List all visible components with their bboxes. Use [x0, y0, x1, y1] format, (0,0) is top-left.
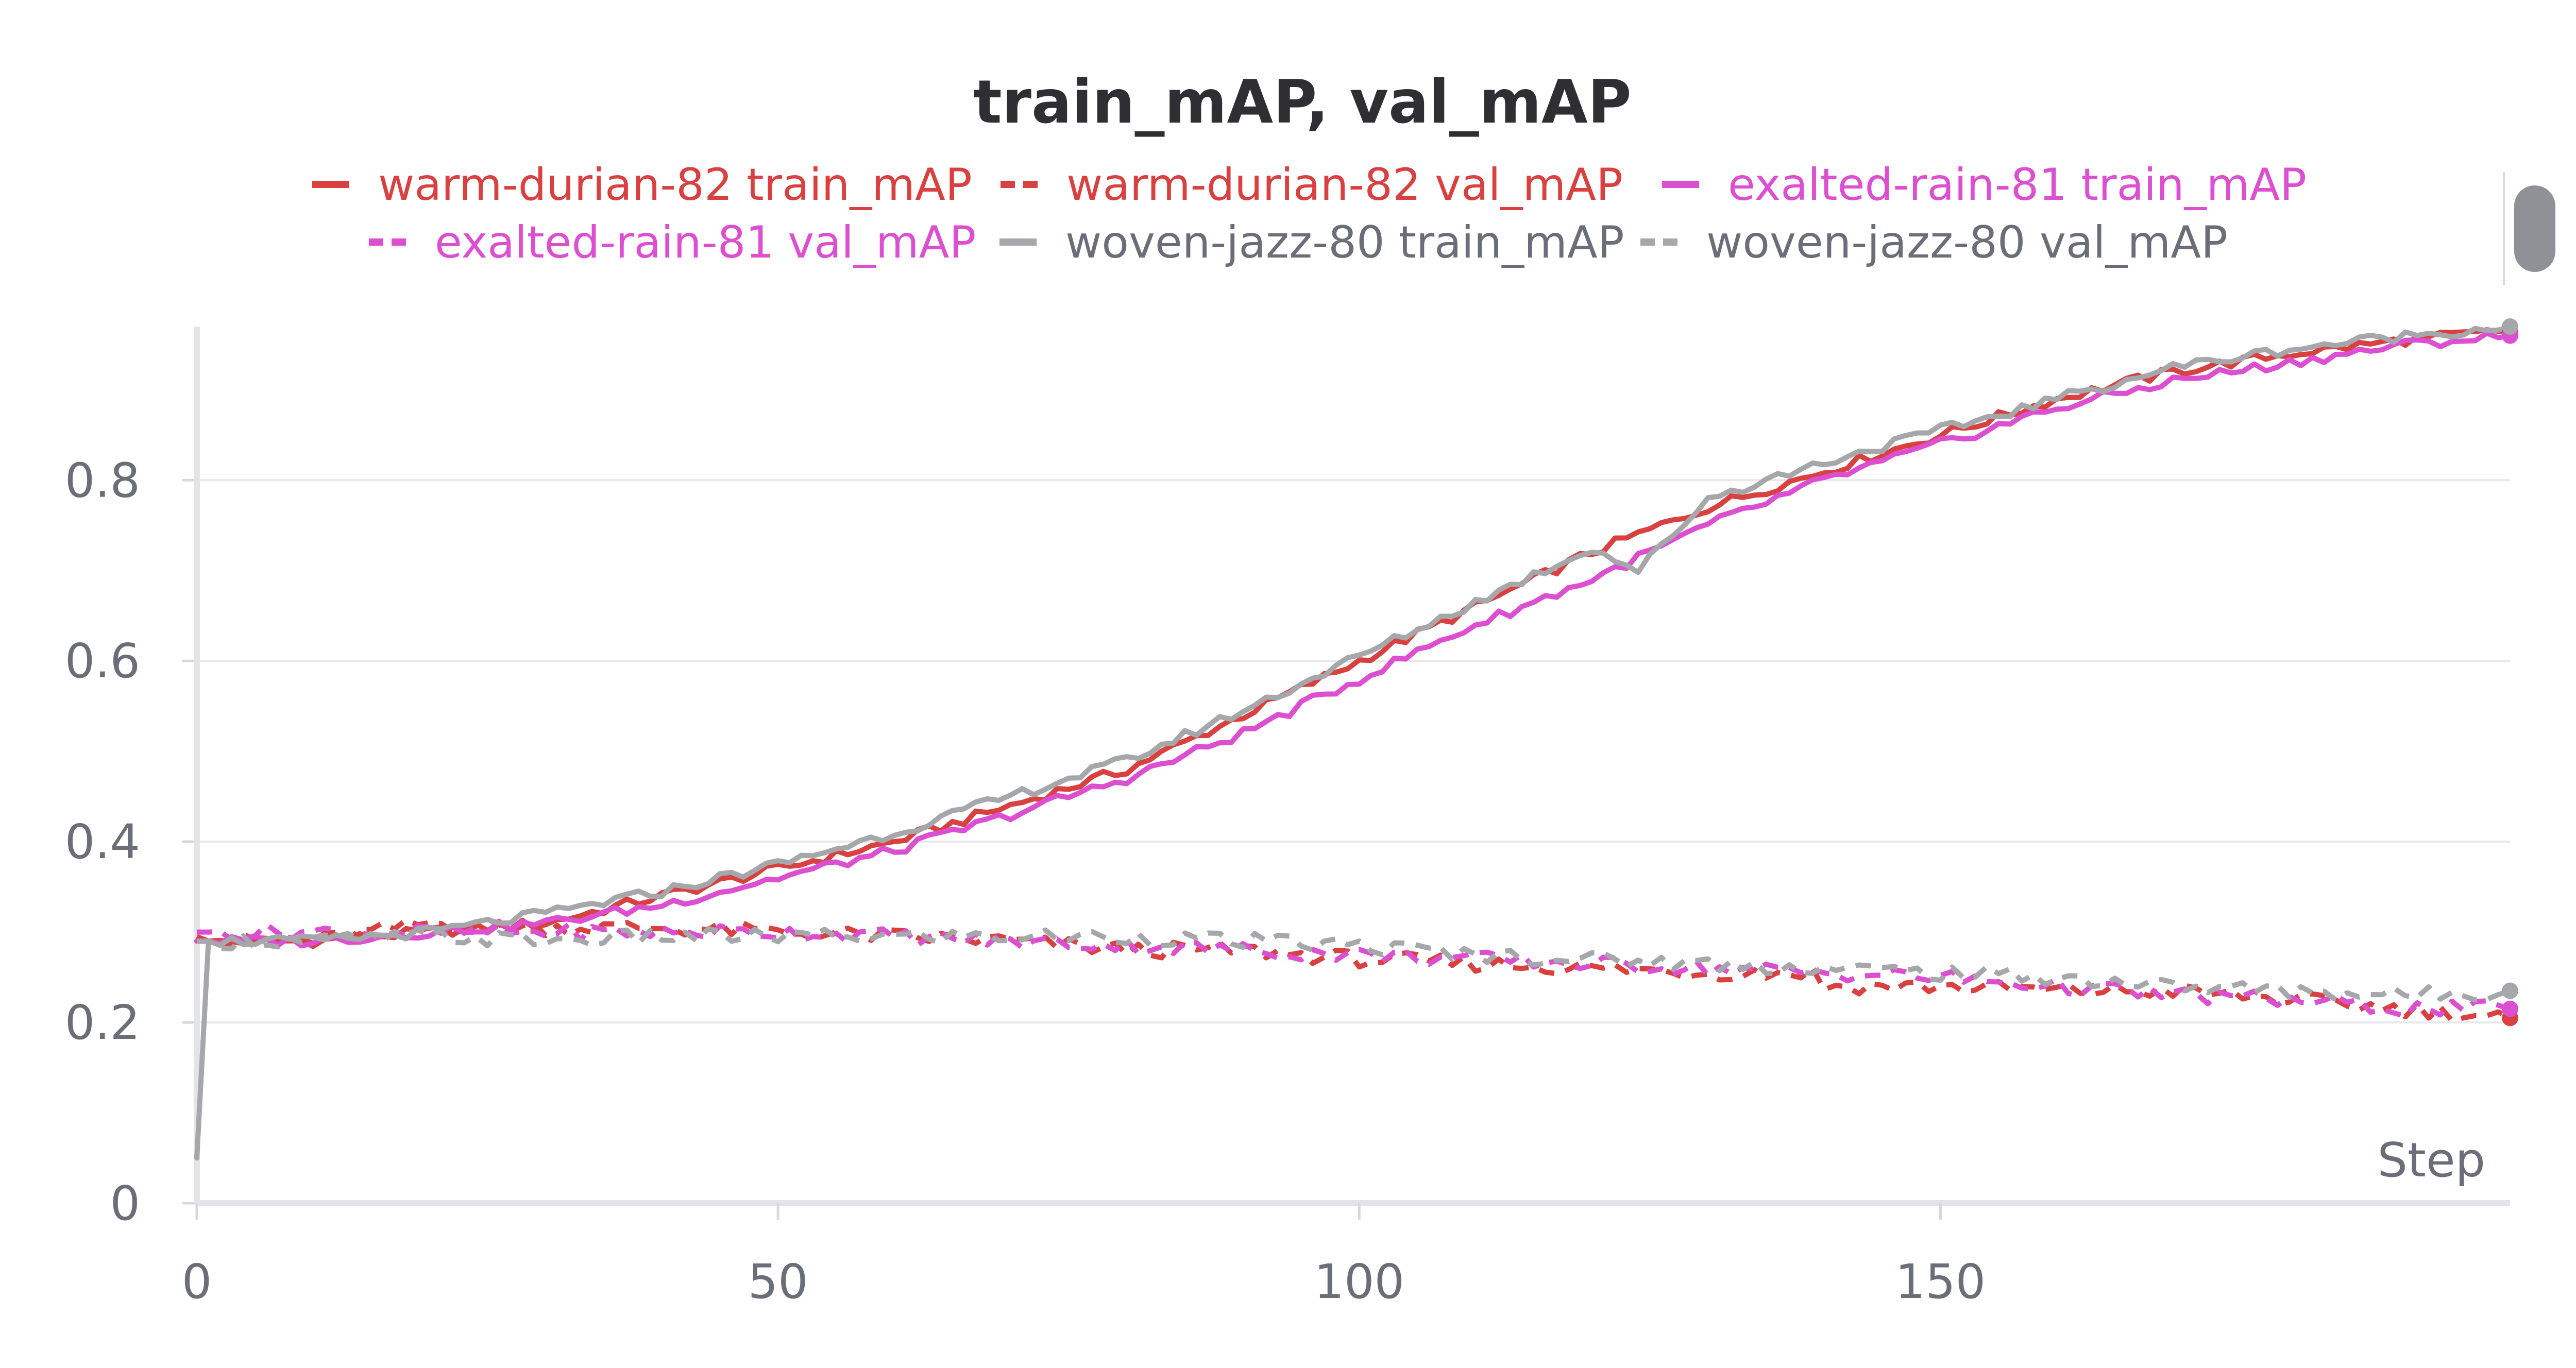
x-tick-label: 100: [1314, 1254, 1404, 1309]
legend: warm-durian-82 train_mAP warm-durian-82 v…: [312, 159, 2307, 268]
series-end-marker: [2502, 318, 2518, 335]
y-tick-label: 0.8: [65, 453, 140, 508]
series-line-warm-durian-82-train-map: [194, 327, 2513, 949]
legend-label: exalted-rain-81 val_mAP: [435, 217, 976, 268]
chart-grid: [197, 479, 2510, 1024]
y-tick-label: 0: [110, 1176, 140, 1231]
chart-series: [194, 324, 2513, 1161]
series-end-marker: [2502, 982, 2518, 999]
y-tick-label: 0.2: [65, 995, 140, 1050]
legend-label: warm-durian-82 train_mAP: [378, 159, 972, 211]
legend-label: exalted-rain-81 train_mAP: [1728, 159, 2307, 211]
legend-scrollbar[interactable]: [2503, 172, 2555, 285]
series-line-exalted-rain-81-train-map: [194, 331, 2513, 949]
series-end-marker: [2502, 1000, 2518, 1017]
series-line-woven-jazz-80-val-map: [197, 926, 2511, 1003]
chart-axes: 0 0.2 0.4 0.6 0.8 0 50 100 150: [65, 327, 2510, 1309]
legend-label: woven-jazz-80 train_mAP: [1065, 217, 1624, 268]
x-tick-label: 0: [182, 1254, 212, 1309]
x-tick-label: 50: [748, 1254, 808, 1309]
legend-label: warm-durian-82 val_mAP: [1066, 159, 1623, 211]
series-line-warm-durian-82-val-map: [196, 916, 2512, 1023]
chart-title: train_mAP, val_mAP: [973, 67, 1631, 137]
series-line-woven-jazz-80-train-map: [194, 324, 2513, 1161]
series-line-exalted-rain-81-val-map: [197, 921, 2511, 1019]
x-tick-label: 150: [1895, 1254, 1986, 1309]
legend-label: woven-jazz-80 val_mAP: [1706, 217, 2228, 268]
y-tick-label: 0.4: [65, 814, 140, 869]
chart-end-markers: [2502, 318, 2518, 1027]
y-tick-label: 0.6: [65, 634, 140, 689]
x-axis-label: Step: [2378, 1133, 2485, 1188]
legend-scrollbar-thumb[interactable]: [2514, 185, 2555, 272]
